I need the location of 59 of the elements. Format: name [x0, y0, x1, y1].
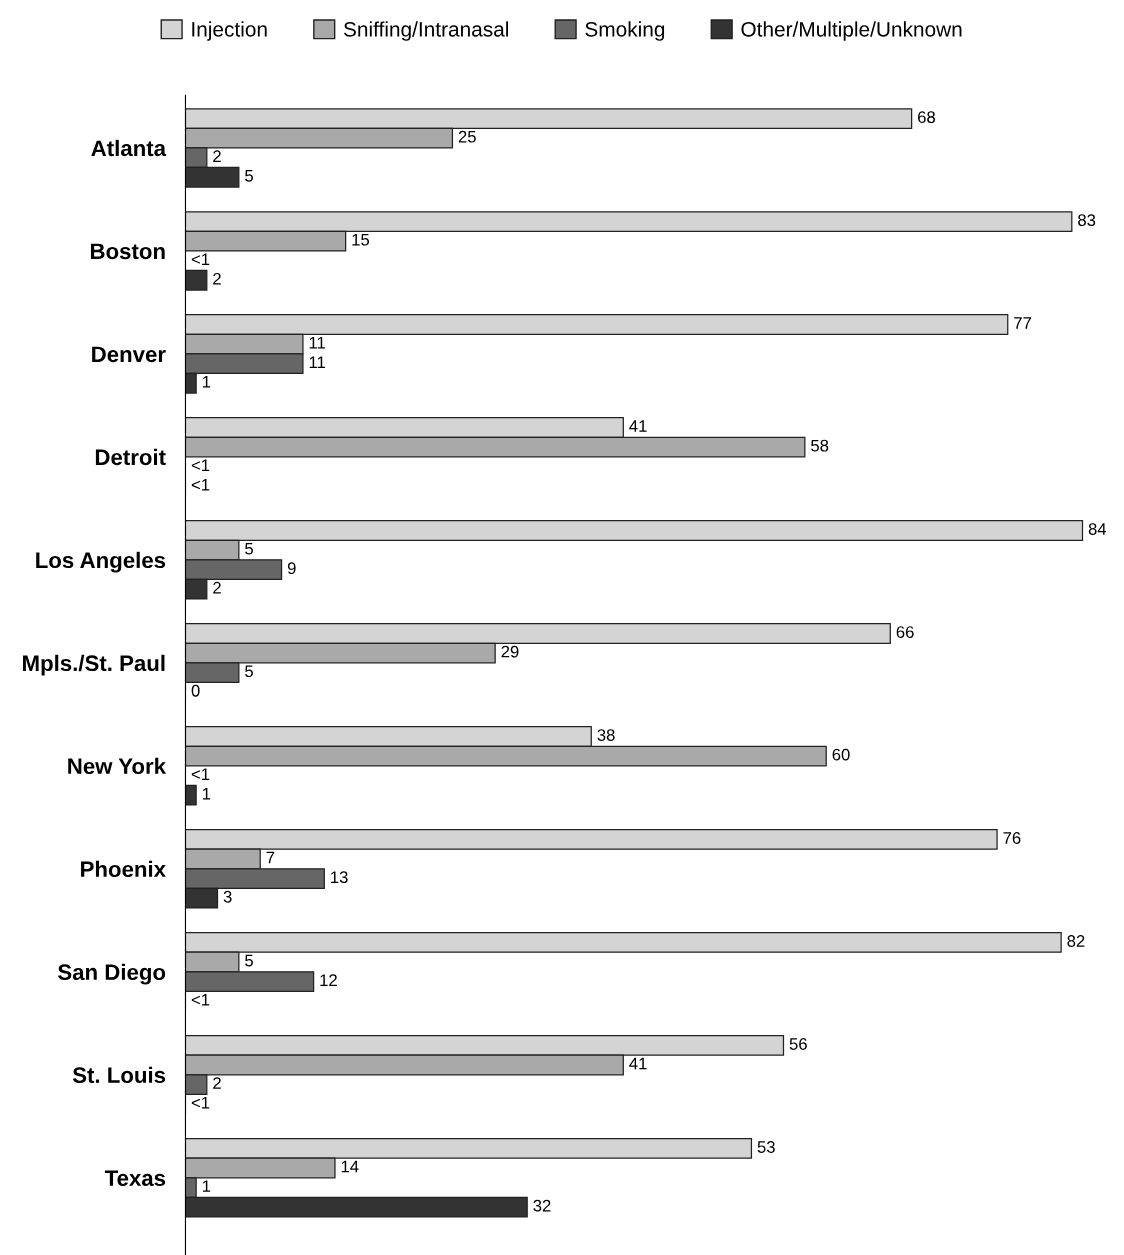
data-label: 32: [533, 1199, 551, 1212]
data-label: 14: [341, 1160, 359, 1173]
data-label: 41: [629, 420, 647, 432]
data-label: 0: [191, 684, 200, 697]
data-label: 15: [352, 233, 370, 246]
data-label: 2: [213, 150, 221, 162]
data-label: 11: [309, 336, 325, 349]
data-label: 83: [1078, 214, 1096, 227]
y-tick-label: St. Louis: [72, 1066, 166, 1084]
data-label: 58: [811, 439, 829, 452]
data-label: 77: [1014, 317, 1031, 329]
y-tick-label: Atlanta: [91, 139, 167, 157]
y-tick-label: New York: [68, 757, 167, 775]
y-tick-label: Detroit: [95, 448, 166, 466]
data-label: 5: [245, 170, 253, 182]
data-label: 53: [757, 1141, 775, 1153]
data-label: 3: [223, 890, 232, 903]
data-label: 12: [320, 974, 337, 986]
legend-label: Smoking: [585, 21, 665, 41]
data-label: 25: [458, 130, 476, 143]
data-label: 5: [245, 542, 253, 555]
y-tick-label: Boston: [90, 243, 165, 260]
data-label: 84: [1088, 523, 1107, 535]
data-label: <1: [191, 993, 210, 1006]
data-label: 7: [266, 851, 275, 864]
data-label: 60: [832, 748, 850, 761]
data-label: 56: [789, 1038, 807, 1050]
legend-label: Other/Multiple/Unknown: [741, 21, 962, 41]
y-tick-label: Mpls./St. Paul: [23, 654, 165, 676]
data-label: <1: [191, 253, 210, 265]
data-label: 5: [245, 954, 253, 967]
data-label: 2: [213, 272, 221, 285]
data-label: <1: [191, 1096, 210, 1109]
data-label: 68: [918, 111, 935, 124]
data-label: 29: [501, 645, 519, 658]
data-label: 1: [202, 1180, 211, 1192]
data-label: 11: [309, 356, 325, 368]
data-label: 9: [287, 562, 296, 575]
data-label: 66: [896, 626, 914, 638]
y-tick-label: Denver: [92, 346, 166, 363]
legend-label: Sniffing/Intranasal: [343, 21, 509, 41]
y-tick-label: San Diego: [58, 963, 166, 985]
data-label: <1: [191, 479, 210, 491]
data-label: 2: [213, 581, 221, 594]
data-label: 82: [1067, 935, 1085, 947]
data-label: 1: [202, 376, 211, 388]
data-label: 41: [629, 1057, 647, 1070]
data-label: 5: [245, 665, 253, 678]
y-tick-label: Los Angeles: [36, 551, 166, 573]
y-tick-label: Texas: [104, 1170, 166, 1187]
data-label: 76: [1003, 832, 1021, 844]
data-label: <1: [191, 768, 210, 780]
data-label: 38: [597, 729, 615, 741]
data-label: 1: [202, 788, 211, 800]
legend-label: Injection: [192, 21, 267, 41]
data-label: 13: [331, 871, 348, 884]
data-label: 2: [213, 1077, 221, 1089]
y-tick-label: Phoenix: [81, 860, 166, 878]
data-label: <1: [191, 459, 210, 471]
